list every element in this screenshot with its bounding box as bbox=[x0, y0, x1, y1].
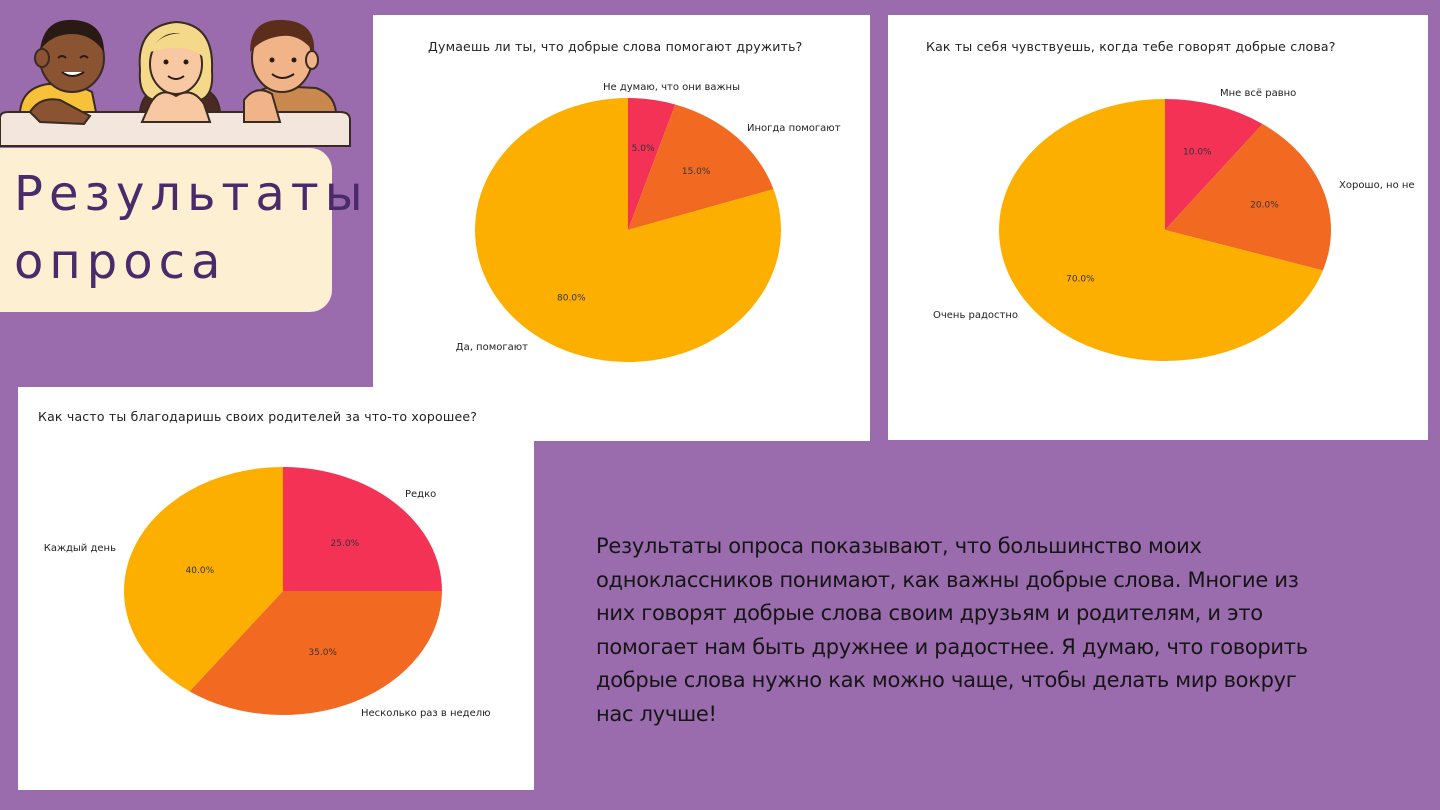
pie-slice-1-2 bbox=[628, 104, 774, 230]
chart-3-title: Как часто ты благодаришь своих родителей… bbox=[38, 409, 478, 424]
pie-category-label-3-2: Несколько раз в неделю bbox=[361, 708, 491, 719]
pie-slice-2-2 bbox=[1165, 124, 1331, 271]
pie-category-label-1-2: Иногда помогают bbox=[747, 123, 841, 134]
pie-slice-2-1 bbox=[1165, 99, 1263, 230]
chart-panel-2: Как ты себя чувствуешь, когда тебе говор… bbox=[888, 15, 1428, 440]
kid-3-figure bbox=[243, 19, 338, 123]
chart-1-title: Думаешь ли ты, что добрые слова помогают… bbox=[428, 39, 803, 54]
pie-value-label-2-1: 10.0% bbox=[1183, 148, 1212, 158]
pie-slice-3-1 bbox=[283, 467, 442, 591]
pie-category-label-3-1: Редко bbox=[405, 489, 436, 500]
chart-panel-3: Как часто ты благодаришь своих родителей… bbox=[18, 387, 534, 790]
pie-value-label-1-2: 15.0% bbox=[682, 167, 711, 177]
chart-1-pie: 5.0% Не думаю, что они важны 15.0% Иногда п… bbox=[456, 82, 841, 362]
pie-value-label-3-1: 25.0% bbox=[331, 539, 360, 549]
pie-value-label-2-3: 70.0% bbox=[1066, 275, 1095, 285]
chart-2-title: Как ты себя чувствуешь, когда тебе говор… bbox=[926, 39, 1336, 54]
page-title: Результаты опроса bbox=[14, 166, 369, 290]
pie-category-label-3-3: Каждый день bbox=[44, 543, 116, 554]
pie-value-label-3-3: 40.0% bbox=[186, 566, 215, 576]
pie-category-label-1-3: Да, помогают bbox=[456, 342, 528, 353]
chart-2-pie: 10.0% Мне всё равно 20.0% Хорошо, но не 70.0… bbox=[933, 88, 1415, 361]
pie-value-label-1-3: 80.0% bbox=[557, 293, 586, 303]
kid-2-figure bbox=[138, 20, 222, 123]
pie-category-label-2-2: Хорошо, но не bbox=[1339, 180, 1415, 191]
pie-value-label-1-1: 5.0% bbox=[632, 144, 655, 154]
pie-slice-2-3 bbox=[999, 99, 1323, 361]
pie-category-label-2-1: Мне всё равно bbox=[1220, 88, 1296, 99]
pie-slice-1-1 bbox=[628, 98, 676, 230]
chart-3-pie: 25.0% Редко 35.0% Несколько раз в неделю 40.… bbox=[44, 467, 491, 719]
pie-category-label-2-3: Очень радостно bbox=[933, 310, 1018, 321]
kids-illustration bbox=[0, 19, 351, 147]
chart-panel-1: Думаешь ли ты, что добрые слова помогают… bbox=[373, 15, 870, 441]
pie-slice-3-2 bbox=[189, 591, 442, 715]
pie-slice-3-3 bbox=[123, 467, 283, 692]
pie-category-label-1-1: Не думаю, что они важны bbox=[603, 82, 740, 93]
pie-value-label-3-2: 35.0% bbox=[308, 648, 337, 658]
pie-value-label-2-2: 20.0% bbox=[1250, 200, 1279, 210]
summary-text: Результаты опроса показывают, что больши… bbox=[596, 534, 1308, 726]
kid-1-figure bbox=[18, 19, 105, 126]
title-card bbox=[0, 148, 332, 312]
pie-slice-1-3 bbox=[475, 98, 781, 362]
